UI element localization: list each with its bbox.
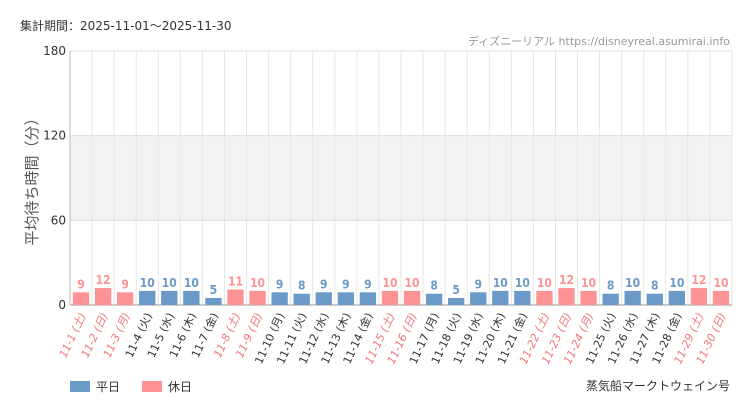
- bar: [72, 292, 90, 305]
- bar: [558, 288, 575, 305]
- legend-holiday-label: 休日: [168, 380, 193, 394]
- bar: [646, 293, 663, 305]
- y-tick-label: 180: [43, 44, 66, 58]
- bar: [381, 290, 399, 305]
- data-label: 9: [121, 277, 129, 291]
- data-label: 9: [276, 277, 284, 291]
- bar: [249, 290, 266, 305]
- data-label: 12: [96, 273, 111, 287]
- y-tick-label: 60: [51, 213, 66, 227]
- bar: [205, 297, 222, 305]
- legend-weekday-label: 平日: [96, 380, 121, 394]
- bar: [668, 290, 685, 305]
- site-credit: ディズニーリアル https://disneyreal.asumirai.inf…: [467, 35, 730, 48]
- bar: [293, 293, 310, 305]
- data-label: 11: [228, 274, 243, 288]
- data-label: 9: [474, 277, 482, 291]
- data-label: 9: [364, 277, 372, 291]
- bar: [271, 292, 288, 305]
- data-label: 10: [537, 276, 552, 290]
- bar: [624, 290, 641, 305]
- data-label: 8: [430, 279, 438, 293]
- bar: [425, 293, 443, 305]
- bar: [470, 292, 487, 305]
- bar: [117, 292, 134, 305]
- bar: [580, 290, 597, 305]
- data-label: 12: [559, 273, 574, 287]
- bar: [183, 290, 200, 305]
- data-label: 5: [452, 283, 460, 297]
- data-label: 12: [691, 273, 706, 287]
- y-tick-label: 0: [58, 298, 66, 312]
- data-label: 10: [250, 276, 265, 290]
- bar: [337, 292, 354, 305]
- legend-holiday: 休日: [142, 378, 192, 395]
- y-axis-label: 平均待ち時間（分）: [23, 110, 41, 245]
- data-label: 10: [625, 276, 640, 290]
- bar: [712, 290, 730, 305]
- bar: [94, 288, 112, 305]
- legend-holiday-swatch: [142, 381, 162, 392]
- data-label: 10: [581, 276, 596, 290]
- data-label: 8: [651, 279, 659, 293]
- data-label: 10: [405, 276, 420, 290]
- y-tick-label: 120: [43, 129, 66, 143]
- bar: [448, 297, 465, 305]
- period-label: 集計期間：2025-11-01～2025-11-30: [20, 19, 232, 33]
- bar: [403, 290, 421, 305]
- bar: [359, 292, 377, 305]
- data-label: 10: [140, 276, 155, 290]
- data-label: 8: [298, 279, 306, 293]
- attraction-name: 蒸気船マークトウェイン号: [585, 379, 730, 393]
- data-label: 10: [713, 276, 728, 290]
- bar: [536, 290, 553, 305]
- data-label: 5: [210, 283, 218, 297]
- bar: [227, 289, 244, 305]
- bar: [690, 288, 708, 305]
- bar: [161, 290, 178, 305]
- data-label: 9: [342, 277, 350, 291]
- data-label: 10: [493, 276, 508, 290]
- data-label: 10: [184, 276, 199, 290]
- data-label: 9: [320, 277, 328, 291]
- bar: [492, 290, 509, 305]
- data-label: 9: [77, 277, 85, 291]
- data-label: 8: [607, 279, 615, 293]
- bar: [315, 292, 332, 305]
- data-label: 10: [515, 276, 530, 290]
- bar: [514, 290, 531, 305]
- legend-weekday: 平日: [70, 378, 120, 395]
- data-label: 10: [382, 276, 397, 290]
- data-label: 10: [162, 276, 177, 290]
- legend-weekday-swatch: [70, 381, 90, 392]
- bar: [139, 290, 156, 305]
- bar: [602, 293, 619, 305]
- data-label: 10: [669, 276, 684, 290]
